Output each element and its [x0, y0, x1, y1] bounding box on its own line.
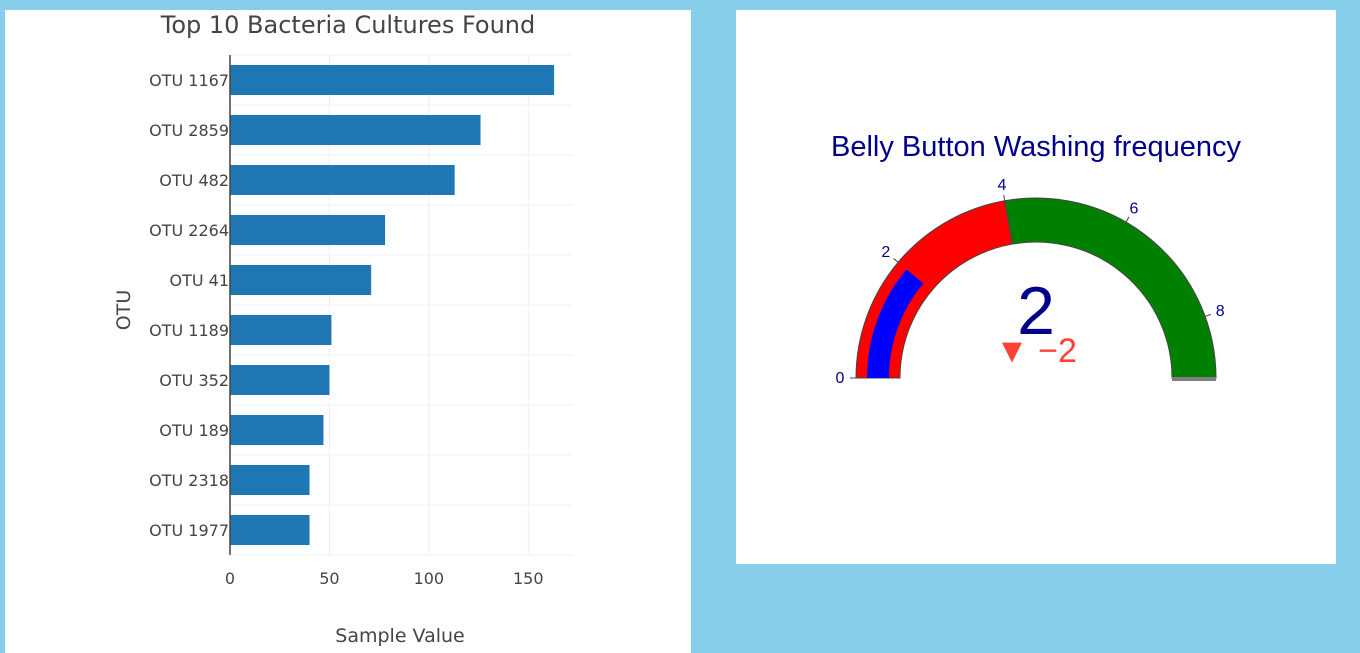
bar — [230, 515, 310, 545]
gauge-title: Belly Button Washing frequency — [831, 131, 1241, 163]
y-tick-label: OTU 41 — [169, 271, 229, 290]
y-tick-label: OTU 1977 — [149, 521, 229, 540]
y-axis-title: OTU — [113, 290, 135, 330]
gauge-tick-label: 0 — [836, 370, 845, 387]
y-tick-label: OTU 352 — [159, 371, 229, 390]
gauge-chart-panel: Belly Button Washing frequency 0 2 4 6 8 2 ▼… — [736, 10, 1336, 564]
y-tick-label: OTU 482 — [159, 171, 229, 190]
bar — [230, 165, 455, 195]
x-tick-label: 150 — [513, 569, 544, 588]
gauge-value-bar — [867, 269, 924, 378]
gauge-bar — [867, 269, 924, 378]
delta-down-arrow-icon: ▼ — [995, 332, 1029, 370]
y-tick-labels: OTU 1167 OTU 2859 OTU 482 OTU 2264 OTU 41 OTU… — [149, 71, 229, 540]
gauge-delta: ▼ −2 — [995, 332, 1077, 370]
x-tick-labels: 0 50 100 150 — [225, 569, 544, 588]
bar-chart: Top 10 Bacteria Cultures Found OTU 1167O… — [113, 11, 572, 647]
bar — [230, 315, 332, 345]
x-tick-label: 50 — [319, 569, 339, 588]
bar-chart-title: Top 10 Bacteria Cultures Found — [160, 11, 536, 39]
y-tick-label: OTU 189 — [159, 421, 229, 440]
y-tick-label: OTU 2318 — [149, 471, 229, 490]
bar-chart-panel: Top 10 Bacteria Cultures Found OTU 1167 O… — [5, 10, 691, 653]
gauge-value-number: 2 — [1017, 273, 1055, 349]
gauge-ticks: 0 2 4 6 8 — [836, 177, 1225, 387]
y-tick-label: OTU 2264 — [149, 221, 229, 240]
gauge-tick-mark — [1003, 194, 1006, 201]
gauge-tick-label: 8 — [1216, 303, 1225, 320]
gauge-tick-label: 4 — [998, 177, 1007, 194]
bar — [230, 215, 386, 245]
bar — [230, 415, 324, 445]
x-tick-label: 100 — [414, 569, 445, 588]
gauge-chart: Belly Button Washing frequency 0 2 4 6 8 2 ▼… — [831, 131, 1241, 387]
x-tick-label: 0 — [225, 569, 235, 588]
y-tick-label: OTU 2859 — [149, 121, 229, 140]
x-axis-title: Sample Value — [335, 625, 464, 647]
gauge-tick-mark — [1204, 313, 1211, 317]
bar — [230, 265, 372, 295]
bar — [230, 65, 555, 95]
gauge-tick-mark — [1125, 216, 1130, 223]
bar — [230, 465, 310, 495]
gauge-tick-mark — [893, 258, 899, 263]
bar-series — [230, 65, 555, 545]
delta-value: −2 — [1038, 332, 1077, 370]
gauge-tick-label: 2 — [881, 244, 890, 261]
y-tick-label: OTU 1167 — [149, 71, 229, 90]
bar-gridlines — [230, 54, 572, 556]
bar — [230, 115, 481, 145]
y-tick-label: OTU 1189 — [149, 321, 229, 340]
bar — [230, 365, 330, 395]
gauge-tick-label: 6 — [1130, 200, 1139, 217]
